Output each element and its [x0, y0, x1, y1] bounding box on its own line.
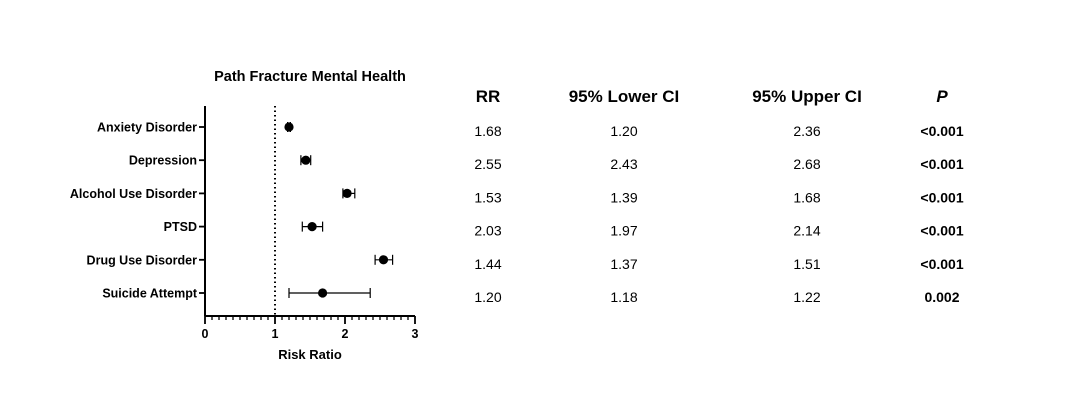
category-label: Drug Use Disorder: [87, 253, 198, 267]
rr-point: [378, 255, 389, 265]
table-cell: 2.03: [474, 223, 501, 239]
table-cell: 2.68: [793, 156, 820, 172]
table-cell: 2.55: [474, 156, 501, 172]
category-label: Alcohol Use Disorder: [70, 187, 197, 201]
table-cell: <0.001: [920, 256, 963, 272]
table-cell: 1.68: [474, 123, 501, 139]
category-label: Anxiety Disorder: [97, 121, 197, 135]
rr-point: [307, 222, 317, 232]
x-tick-label: 0: [202, 327, 209, 341]
table-cell: 0.002: [924, 289, 959, 305]
table-cell: 1.51: [793, 256, 820, 272]
x-axis-title: Risk Ratio: [278, 347, 342, 362]
category-label: Suicide Attempt: [102, 287, 198, 301]
table-header: 95% Lower CI: [569, 87, 680, 106]
category-label: PTSD: [164, 220, 197, 234]
table-cell: 2.36: [793, 123, 820, 139]
rr-point: [318, 288, 328, 298]
table-cell: 1.68: [793, 189, 820, 205]
rr-point: [284, 122, 294, 132]
table-cell: 1.53: [474, 189, 501, 205]
table-cell: 1.22: [793, 289, 820, 305]
table-cell: 1.97: [610, 223, 637, 239]
table-cell: <0.001: [920, 156, 963, 172]
rr-point: [342, 188, 352, 198]
table-cell: <0.001: [920, 223, 963, 239]
table-cell: 1.44: [474, 256, 501, 272]
table-cell: 1.20: [610, 123, 637, 139]
table-header: RR: [476, 87, 501, 106]
table-cell: 1.39: [610, 189, 637, 205]
rr-point: [301, 155, 311, 165]
table-cell: <0.001: [920, 123, 963, 139]
results-table: RR 95% Lower CI 95% Upper CI P 1.68 1.20 2.36 <…: [474, 87, 963, 305]
category-label: Depression: [129, 154, 197, 168]
plot-area: 0 1 2 3 Anxiety Disorder Depression Alcohol Us…: [70, 106, 419, 341]
table-cell: <0.001: [920, 189, 963, 205]
table-header: 95% Upper CI: [752, 87, 862, 106]
table-cell: 2.43: [610, 156, 637, 172]
x-tick-label: 1: [272, 327, 279, 341]
table-header: P: [936, 87, 948, 106]
table-cell: 2.14: [793, 223, 820, 239]
table-cell: 1.20: [474, 289, 501, 305]
x-tick-label: 3: [412, 327, 419, 341]
table-cell: 1.18: [610, 289, 637, 305]
x-tick-label: 2: [342, 327, 349, 341]
table-cell: 1.37: [610, 256, 637, 272]
chart-title: Path Fracture Mental Health: [214, 69, 406, 85]
